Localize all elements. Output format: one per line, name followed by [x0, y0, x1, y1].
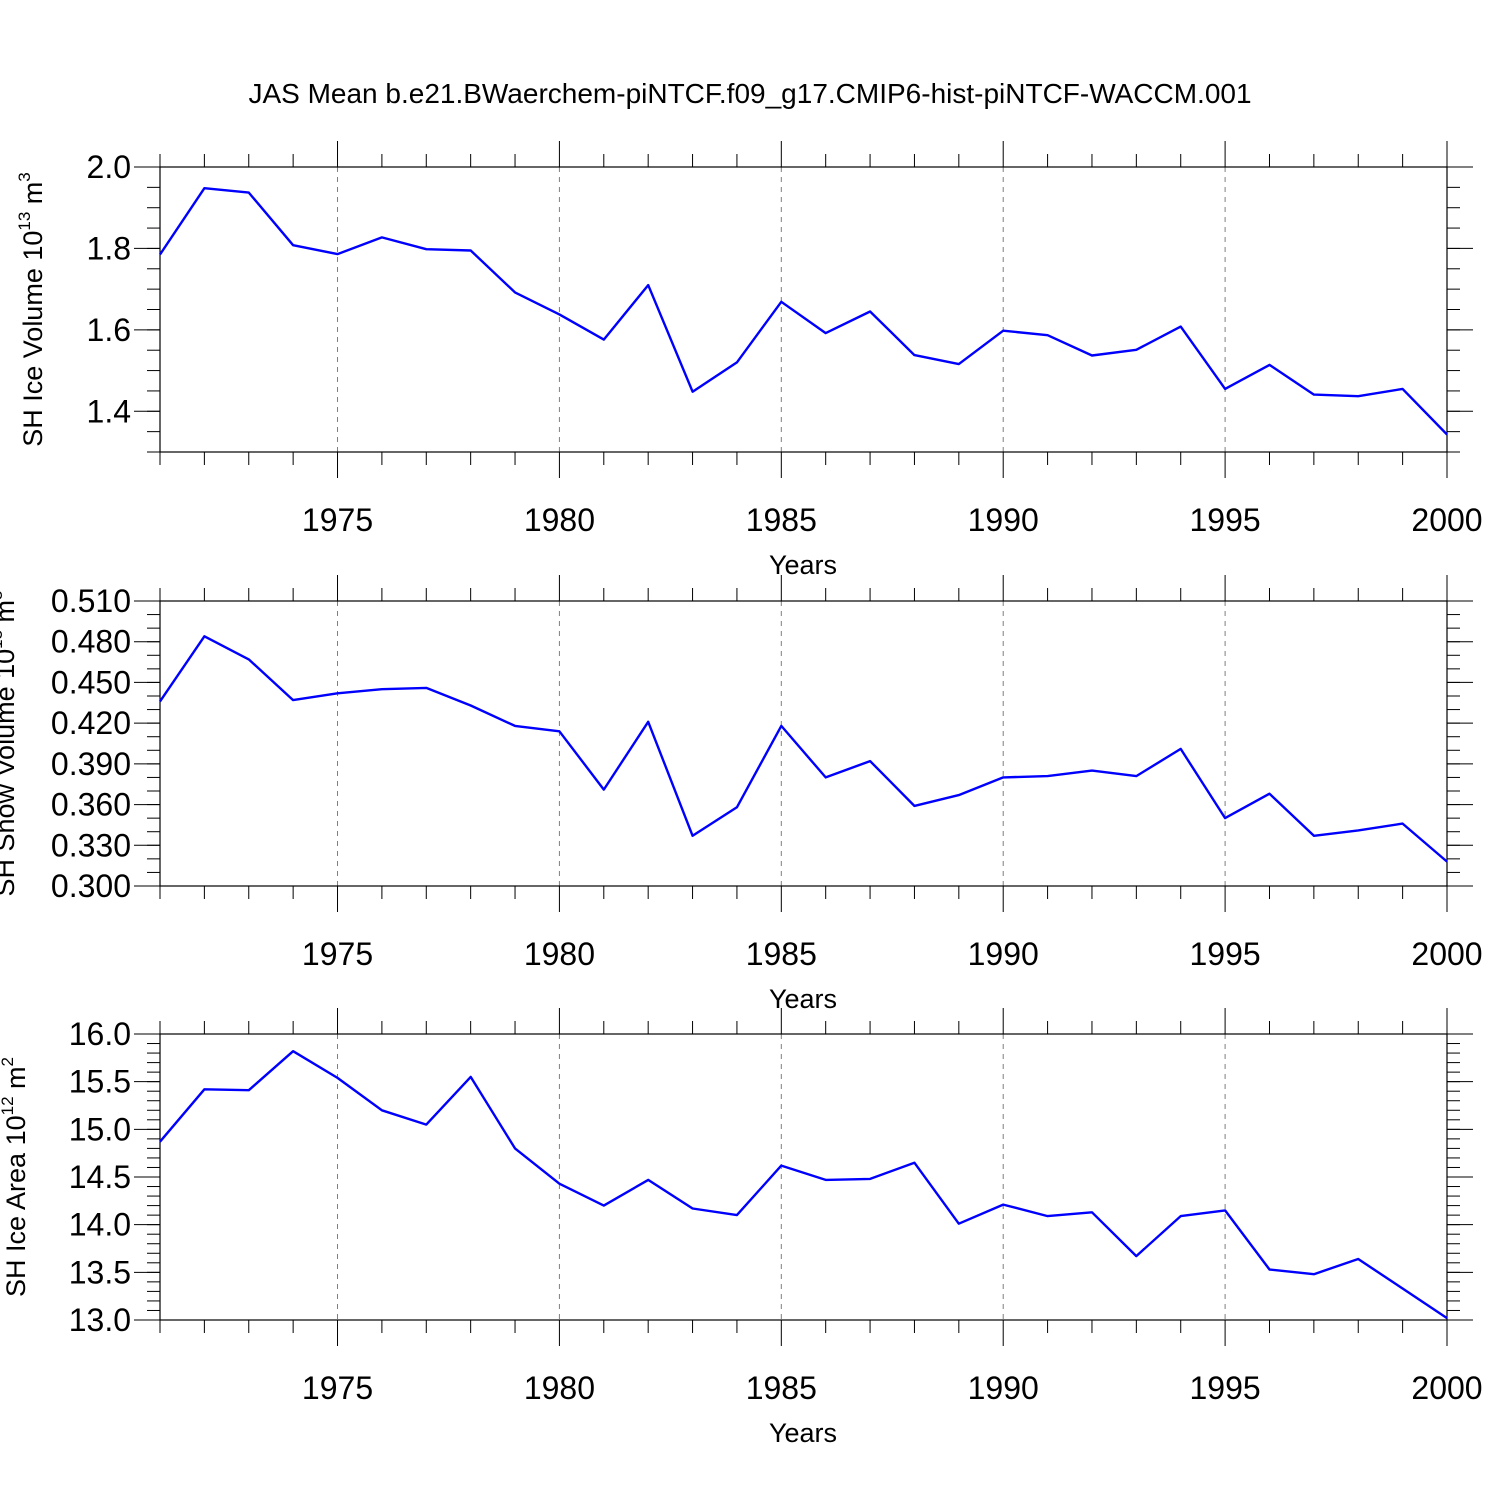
y-tick-label: 0.450 — [51, 664, 131, 700]
x-tick-label-1985: 1985 — [746, 502, 817, 538]
y-axis-label: SH Ice Area 1012 m2 — [0, 1057, 31, 1297]
y-tick-label: 15.0 — [69, 1111, 131, 1147]
y-tick-label: 14.5 — [69, 1159, 131, 1195]
y-tick-label: 1.8 — [87, 230, 131, 266]
x-tick-label-1980: 1980 — [524, 502, 595, 538]
y-tick-label: 1.4 — [87, 393, 131, 429]
y-tick-label: 0.390 — [51, 746, 131, 782]
y-axis-label-clip: SH Snow Volume 1013 m3 — [0, 590, 20, 896]
x-tick-label-2000: 2000 — [1411, 936, 1482, 972]
y-tick-label: 16.0 — [69, 1016, 131, 1052]
x-tick-label-2000: 2000 — [1411, 1370, 1482, 1406]
x-tick-label-1975: 1975 — [302, 1370, 373, 1406]
x-tick-label-1990: 1990 — [968, 936, 1039, 972]
chart-panel-3: 1975 1980 1985 1990 1995 2000 13.0 13.5 14.0 14.5… — [0, 1008, 1483, 1448]
y-tick-label: 13.0 — [69, 1302, 131, 1338]
x-tick-label-1985: 1985 — [746, 1370, 817, 1406]
x-tick-label-1995: 1995 — [1190, 1370, 1261, 1406]
series-line — [159, 635, 1448, 863]
y-tick-label: 0.300 — [51, 868, 131, 904]
y-tick-label: 15.5 — [69, 1064, 131, 1100]
y-tick-label: 0.360 — [51, 787, 131, 823]
x-tick-label-1980: 1980 — [524, 936, 595, 972]
chart-panel-1: JAS Mean b.e21.BWaerchem-piNTCF.f09_g17.… — [15, 78, 1483, 580]
y-tick-label: 1.6 — [87, 312, 131, 348]
y-tick-label: 0.330 — [51, 827, 131, 863]
y-tick-label: 0.510 — [51, 583, 131, 619]
y-tick-label: 13.5 — [69, 1254, 131, 1290]
y-tick-label: 14.0 — [69, 1207, 131, 1243]
series-line — [159, 1049, 1448, 1320]
x-tick-label-1985: 1985 — [746, 936, 817, 972]
y-axis-label: SH Snow Volume 1013 m3 — [0, 590, 20, 896]
x-tick-label-2000: 2000 — [1411, 502, 1482, 538]
x-tick-label-1990: 1990 — [968, 1370, 1039, 1406]
x-tick-label-1975: 1975 — [302, 502, 373, 538]
x-tick-label-1995: 1995 — [1190, 502, 1261, 538]
x-tick-label-1975: 1975 — [302, 936, 373, 972]
x-axis-label: Years — [769, 1418, 837, 1448]
plot-frame — [159, 166, 1448, 453]
y-axis-label: SH Ice Volume 1013 m3 — [15, 172, 48, 447]
y-tick-label: 0.420 — [51, 705, 131, 741]
plot-frame — [159, 600, 1448, 887]
x-tick-label-1980: 1980 — [524, 1370, 595, 1406]
x-axis-label: Years — [769, 550, 837, 580]
x-axis-label: Years — [769, 984, 837, 1014]
series-line — [159, 186, 1448, 436]
y-tick-label: 0.480 — [51, 624, 131, 660]
plot-frame — [159, 1033, 1448, 1321]
x-tick-label-1990: 1990 — [968, 502, 1039, 538]
y-tick-label: 2.0 — [87, 149, 131, 185]
chart-panel-2: 1975 1980 1985 1990 1995 2000 0.300 0.330 0.360 0… — [0, 575, 1483, 1014]
x-tick-label-1995: 1995 — [1190, 936, 1261, 972]
chart-title: JAS Mean b.e21.BWaerchem-piNTCF.f09_g17.… — [248, 78, 1251, 109]
